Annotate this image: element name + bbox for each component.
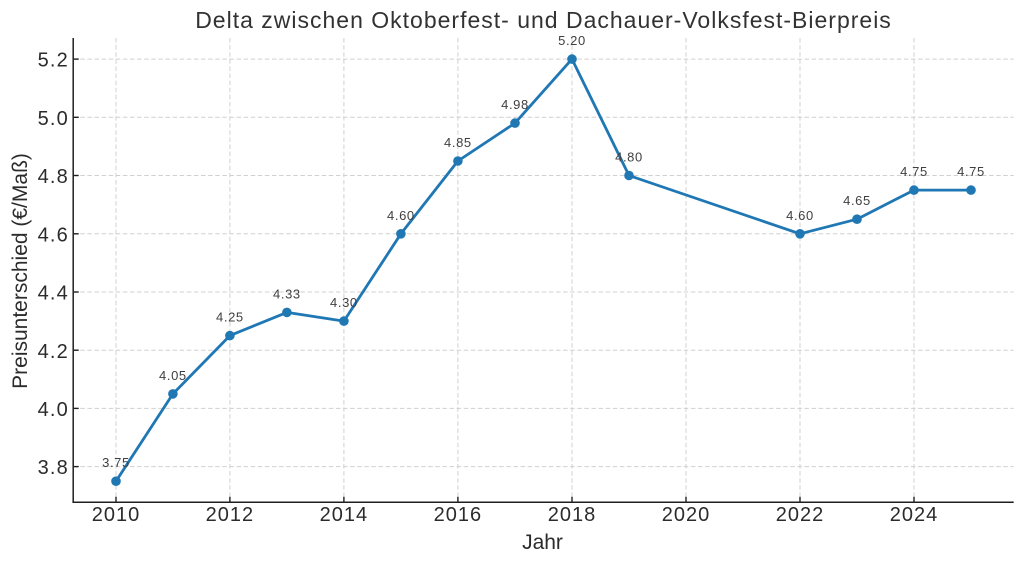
svg-text:4.98: 4.98	[501, 97, 529, 112]
svg-text:2018: 2018	[548, 504, 597, 526]
svg-text:4.65: 4.65	[843, 193, 871, 208]
svg-text:4.25: 4.25	[216, 310, 244, 325]
svg-text:5.0: 5.0	[38, 108, 69, 130]
svg-text:3.8: 3.8	[38, 457, 69, 479]
svg-text:2014: 2014	[320, 504, 369, 526]
svg-text:4.60: 4.60	[786, 208, 814, 223]
svg-text:4.75: 4.75	[957, 164, 985, 179]
svg-text:5.2: 5.2	[38, 50, 69, 72]
svg-text:Preisunterschied (€/Maß): Preisunterschied (€/Maß)	[9, 153, 32, 389]
svg-text:4.75: 4.75	[900, 164, 928, 179]
svg-text:4.60: 4.60	[387, 208, 415, 223]
svg-text:4.6: 4.6	[38, 224, 69, 246]
svg-text:4.80: 4.80	[615, 150, 643, 165]
svg-text:2020: 2020	[662, 504, 711, 526]
svg-text:2016: 2016	[434, 504, 483, 526]
svg-text:2022: 2022	[776, 504, 825, 526]
svg-text:5.20: 5.20	[558, 33, 586, 48]
svg-text:4.05: 4.05	[159, 368, 187, 383]
svg-text:4.0: 4.0	[38, 399, 69, 421]
svg-text:2024: 2024	[890, 504, 939, 526]
svg-text:4.33: 4.33	[273, 286, 301, 301]
svg-text:2010: 2010	[92, 504, 141, 526]
svg-text:Jahr: Jahr	[522, 531, 563, 554]
svg-text:4.85: 4.85	[444, 135, 472, 150]
svg-text:4.2: 4.2	[38, 341, 69, 363]
svg-text:4.30: 4.30	[330, 295, 358, 310]
svg-text:Delta zwischen Oktoberfest- un: Delta zwischen Oktoberfest- und Dachauer…	[195, 7, 892, 33]
svg-text:2012: 2012	[206, 504, 255, 526]
svg-text:3.75: 3.75	[102, 455, 130, 470]
svg-text:4.8: 4.8	[38, 166, 69, 188]
svg-text:4.4: 4.4	[38, 283, 69, 305]
